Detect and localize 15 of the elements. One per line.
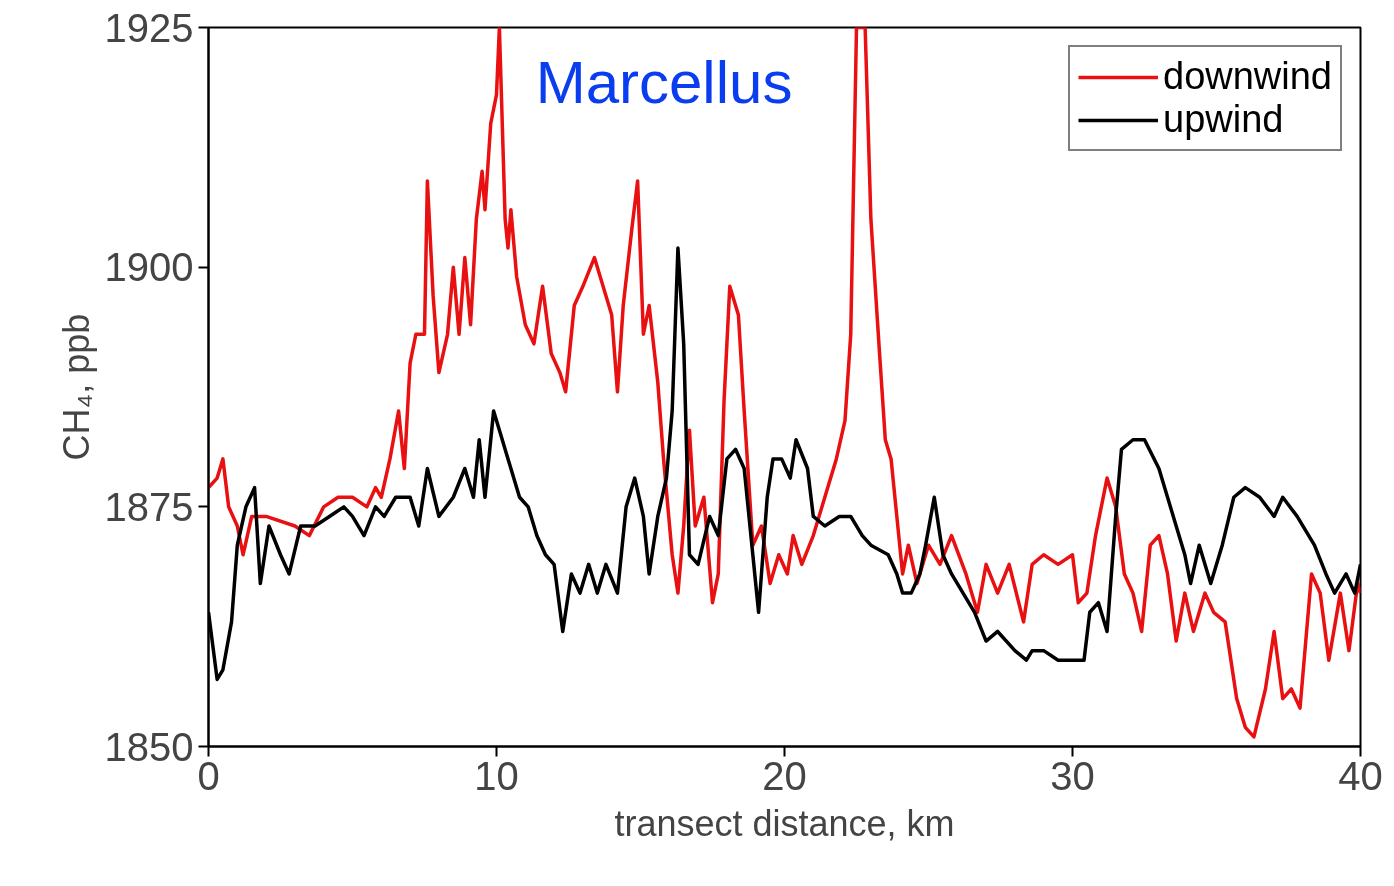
x-tick-label: 40 — [1338, 753, 1383, 798]
legend-label: upwind — [1163, 98, 1284, 141]
x-axis-title: transect distance, km — [614, 802, 955, 844]
y-tick-label: 1925 — [104, 5, 194, 50]
x-tick-label: 10 — [474, 753, 519, 798]
x-tick-label: 0 — [197, 753, 220, 798]
chart-title: Marcellus — [535, 48, 793, 116]
y-tick-label: 1875 — [104, 484, 194, 529]
y-tick-label: 1900 — [104, 245, 194, 290]
x-tick-label: 30 — [1050, 753, 1095, 798]
y-axis-title: CH₄, ppb — [55, 313, 97, 461]
x-tick-label: 20 — [762, 753, 807, 798]
y-tick-label: 1850 — [104, 724, 194, 769]
line-series — [208, 27, 1361, 739]
legend-label: downwind — [1163, 55, 1332, 98]
